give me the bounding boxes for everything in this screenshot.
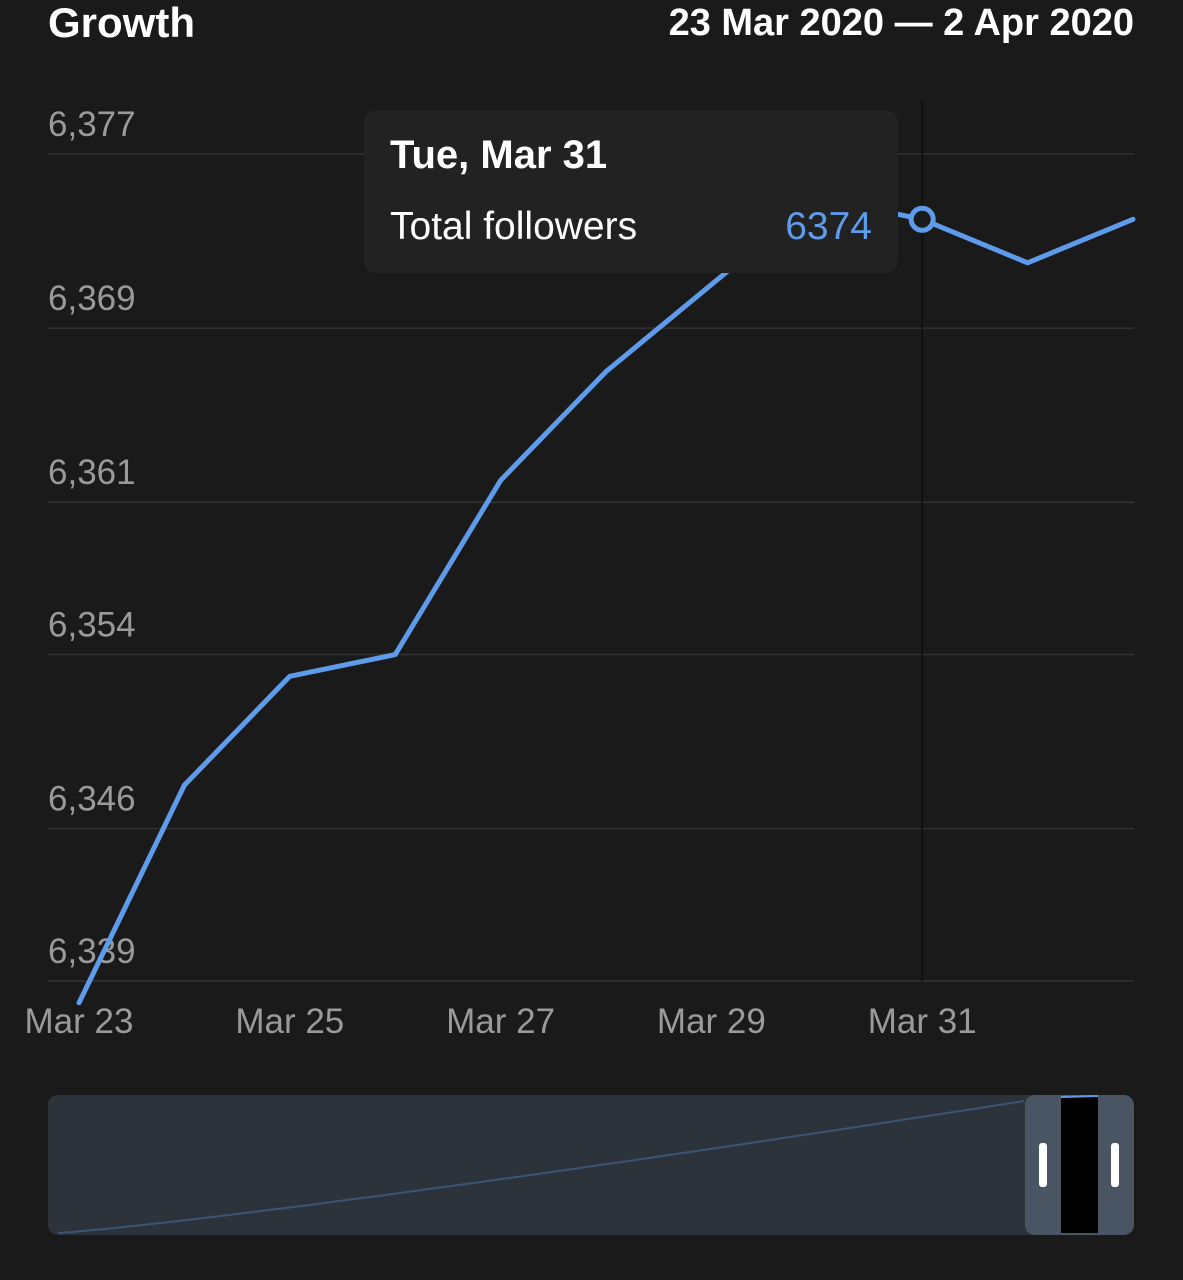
- chart-header: Growth 23 Mar 2020 — 2 Apr 2020: [48, 0, 1134, 50]
- navigator-selection-inner: [1061, 1097, 1098, 1233]
- x-tick-label: Mar 31: [868, 1002, 977, 1041]
- x-tick-label: Mar 25: [235, 1002, 344, 1041]
- tooltip-date: Tue, Mar 31: [390, 133, 608, 177]
- date-range-label[interactable]: 23 Mar 2020 — 2 Apr 2020: [668, 2, 1134, 44]
- x-tick-label: Mar 23: [25, 1002, 134, 1041]
- y-tick-label: 6,361: [48, 453, 136, 492]
- navigator-left-handle[interactable]: [1039, 1143, 1047, 1187]
- range-navigator[interactable]: [48, 1095, 1134, 1235]
- x-tick-label: Mar 27: [446, 1002, 555, 1041]
- y-axis-ticks: 6,377 6,369 6,361 6,354 6,346 6,339: [48, 105, 136, 971]
- y-tick-label: 6,346: [48, 780, 136, 819]
- grid-lines: [48, 153, 1134, 982]
- navigator-series-line: [57, 1100, 1025, 1234]
- y-tick-label: 6,339: [48, 932, 136, 971]
- data-tooltip: Tue, Mar 31 Total followers 6374: [364, 110, 898, 273]
- navigator-preview: [57, 1095, 1134, 1235]
- tooltip-series-value: 6374: [785, 205, 872, 248]
- navigator-selection-top-line: [1060, 1095, 1099, 1098]
- y-tick-label: 6,377: [48, 105, 136, 144]
- followers-series-line: [76, 195, 1136, 1006]
- y-tick-label: 6,354: [48, 606, 136, 645]
- highlighted-point-marker[interactable]: [908, 205, 936, 233]
- chart-title: Growth: [48, 0, 195, 46]
- tooltip-series-label: Total followers: [390, 205, 638, 248]
- x-axis-ticks: Mar 23 Mar 25 Mar 27 Mar 29 Mar 31: [25, 1002, 977, 1041]
- navigator-right-handle[interactable]: [1111, 1143, 1119, 1187]
- y-tick-label: 6,369: [48, 279, 136, 318]
- x-tick-label: Mar 29: [657, 1002, 766, 1041]
